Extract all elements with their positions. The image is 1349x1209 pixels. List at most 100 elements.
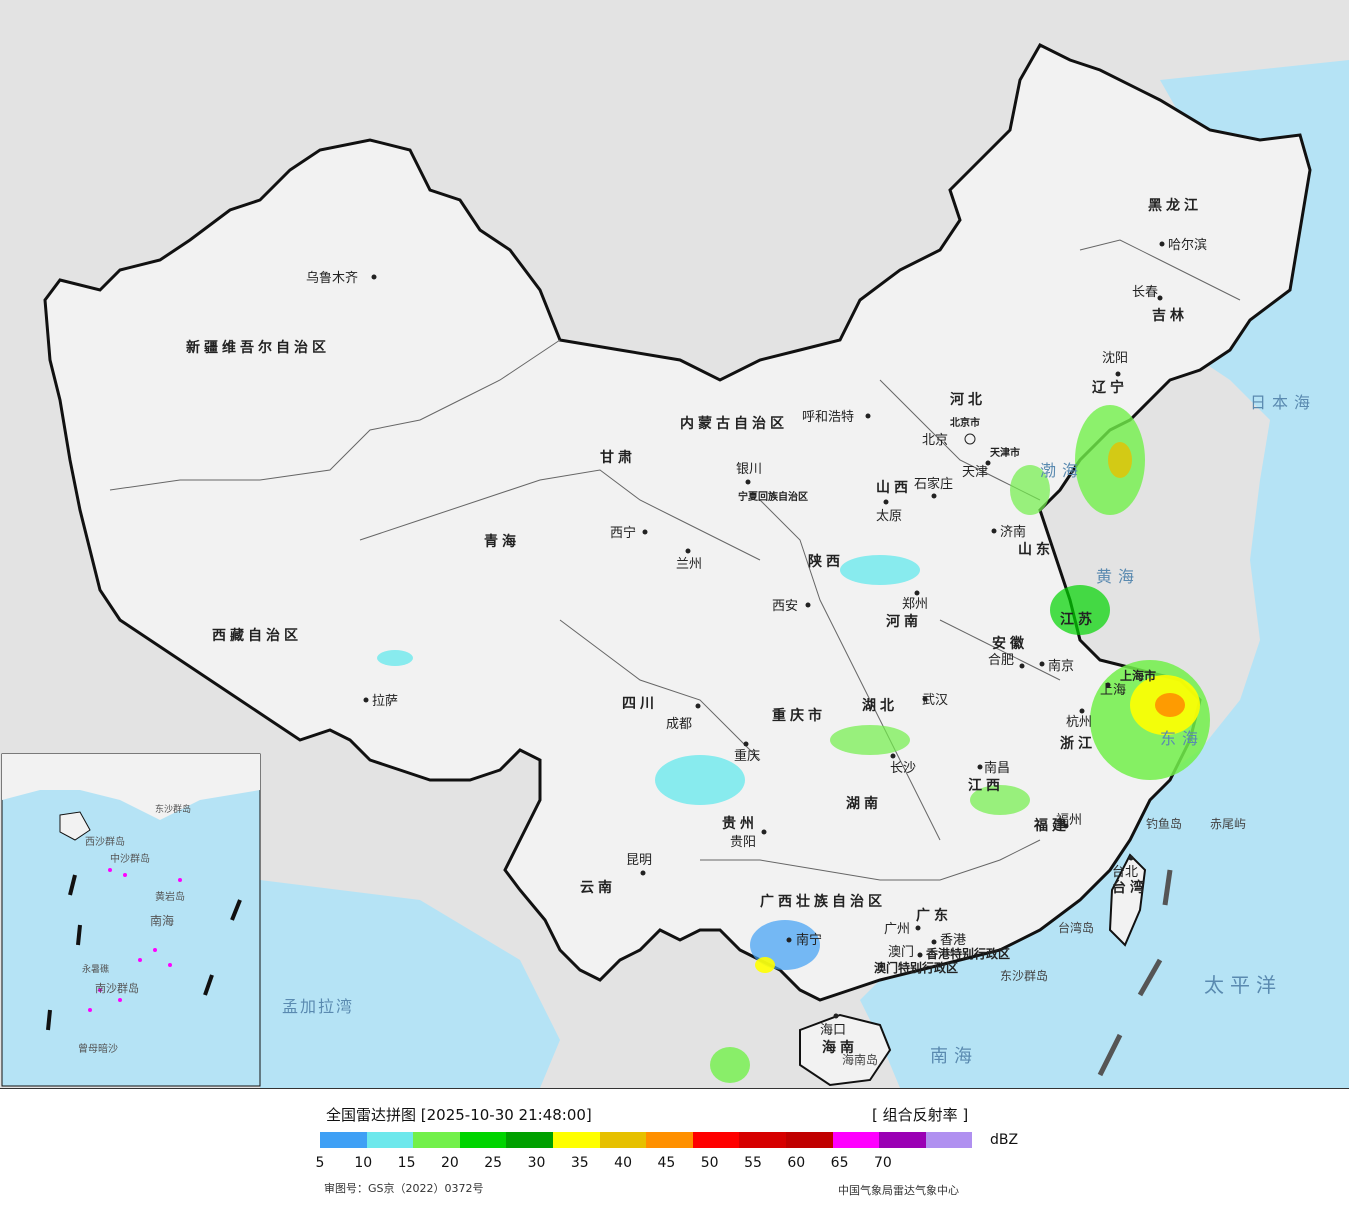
inset-label-xisha: 西沙群岛	[85, 835, 125, 848]
city-hefei: 合肥	[988, 653, 1014, 668]
city-wuhan: 武汉	[922, 693, 948, 708]
color-scale-ticks: 5 10 15 20 25 30 35 40 45 50 55 60 65 70	[316, 1155, 1020, 1173]
south-china-sea-inset: 南海 南沙群岛 曾母暗沙 中沙群岛 西沙群岛 黄岩岛 永暑礁 东沙群岛	[1, 753, 261, 1087]
legend-panel	[0, 1088, 1349, 1209]
legend-product: [ 组合反射率 ]	[872, 1106, 969, 1124]
label-hebei: 河北	[950, 391, 986, 408]
city-taipei: 台北	[1112, 865, 1138, 880]
city-shenyang: 沈阳	[1102, 351, 1128, 366]
color-cell	[599, 1132, 647, 1148]
label-beijing-shi: 北京市	[950, 416, 980, 429]
nine-dash-line	[1097, 869, 1173, 1077]
sea-labels: 日本海 渤海 黄海 东海 太平洋 南海 孟加拉湾	[282, 393, 1316, 1067]
city-yinchuan: 银川	[736, 462, 762, 477]
island-chiwei: 赤尾屿	[1210, 817, 1246, 831]
label-macau-sar: 澳门特别行政区	[874, 960, 958, 975]
city-chongqing: 重庆	[734, 748, 760, 764]
city-kunming: 昆明	[626, 853, 652, 868]
sea-pacific: 太平洋	[1204, 973, 1282, 997]
tick-label: 35	[570, 1155, 589, 1171]
label-neimenggu: 内蒙古自治区	[680, 415, 788, 432]
tick-label: 70	[873, 1155, 892, 1171]
city-guiyang: 贵阳	[730, 835, 756, 850]
label-guizhou: 贵州	[722, 815, 758, 832]
radar-echoes	[377, 405, 1210, 1083]
tick-label: 40	[614, 1155, 633, 1171]
tick-label: 55	[744, 1155, 762, 1171]
sea-bengal: 孟加拉湾	[282, 997, 354, 1016]
sea-huanghai: 黄海	[1096, 567, 1140, 586]
province-borders	[109, 239, 1241, 881]
label-hunan: 湖南	[846, 795, 882, 812]
inset-label-zhongsha: 中沙群岛	[110, 852, 150, 865]
label-shanxi: 山西	[876, 480, 912, 496]
city-jinan: 济南	[1000, 524, 1026, 540]
city-chengdu: 成都	[666, 717, 692, 732]
city-beijing: 北京	[922, 433, 948, 448]
label-heilongjiang: 黑龙江	[1148, 197, 1202, 214]
color-cell	[413, 1132, 460, 1148]
label-guangdong: 广东	[916, 907, 952, 924]
island-dongsha: 东沙群岛	[1000, 968, 1048, 983]
label-jiangxi: 江西	[968, 777, 1004, 794]
city-hangzhou: 杭州	[1066, 715, 1092, 730]
label-hongkong-sar: 香港特别行政区	[925, 946, 1010, 961]
city-haikou: 海口	[820, 1023, 846, 1038]
label-gansu: 甘肃	[600, 449, 636, 466]
label-chongqing: 重庆市	[772, 707, 826, 724]
city-shanghai: 上海	[1100, 683, 1126, 698]
city-lanzhou: 兰州	[676, 557, 702, 572]
tick-label: 20	[440, 1155, 459, 1171]
legend-unit: dBZ	[990, 1132, 1019, 1148]
label-qinghai: 青海	[484, 533, 520, 550]
sea-nanhai: 南海	[930, 1046, 978, 1067]
label-anhui: 安徽	[992, 635, 1028, 652]
label-tianjin-shi: 天津市	[990, 446, 1020, 459]
province-labels: 新疆维吾尔自治区 西藏自治区 青海 甘肃 内蒙古自治区 黑龙江 吉林 辽宁 河北…	[186, 197, 1202, 1056]
label-shandong: 山东	[1018, 541, 1054, 558]
taiwan-island	[1108, 853, 1147, 947]
label-yunnan: 云南	[580, 879, 616, 896]
city-changsha: 长沙	[890, 761, 916, 776]
sea-japan: 日本海	[1250, 393, 1316, 412]
city-fuzhou: 福州	[1056, 813, 1082, 828]
label-taiwan: 台湾	[1112, 879, 1148, 896]
city-macau: 澳门	[888, 944, 914, 960]
island-labels: 钓鱼岛 赤尾屿 台湾岛 东沙群岛 海南岛	[842, 816, 1246, 1067]
label-sichuan: 四川	[622, 696, 658, 712]
inset-label-yongshu: 永暑礁	[82, 963, 109, 975]
color-cell	[879, 1132, 926, 1148]
inset-label-nanhai: 南海	[150, 913, 174, 928]
city-changchun: 长春	[1132, 285, 1158, 300]
label-shaanxi: 陕西	[808, 553, 844, 570]
label-henan: 河南	[886, 613, 922, 630]
label-xizang: 西藏自治区	[212, 627, 302, 644]
label-jiangsu: 江苏	[1060, 611, 1096, 628]
color-scale-bar	[320, 1132, 973, 1148]
color-cell	[692, 1132, 740, 1148]
inset-label-dongsha: 东沙群岛	[155, 803, 191, 815]
hainan-island	[799, 1013, 892, 1087]
tick-label: 15	[397, 1155, 416, 1171]
city-tianjin: 天津	[962, 465, 988, 480]
tick-label: 25	[484, 1155, 503, 1171]
city-hongkong: 香港	[940, 933, 966, 948]
city-hohhot: 呼和浩特	[802, 410, 854, 425]
bay-of-bengal	[260, 880, 560, 1088]
tick-label: 60	[787, 1155, 806, 1171]
tick-label: 30	[527, 1155, 546, 1171]
inset-label-zengmu: 曾母暗沙	[78, 1042, 118, 1055]
color-cell	[506, 1132, 553, 1148]
china-territory	[43, 43, 1312, 1002]
island-diaoyu: 钓鱼岛	[1146, 816, 1182, 831]
city-harbin: 哈尔滨	[1168, 237, 1207, 253]
issuer-label: 中国气象局雷达气象中心	[838, 1184, 959, 1197]
city-urumqi: 乌鲁木齐	[306, 270, 358, 286]
label-ningxia: 宁夏回族自治区	[738, 490, 808, 503]
color-cell	[785, 1132, 833, 1148]
label-xinjiang: 新疆维吾尔自治区	[186, 339, 330, 356]
city-nanjing: 南京	[1048, 658, 1074, 674]
tick-label: 5	[315, 1155, 325, 1171]
color-cell	[832, 1132, 880, 1148]
label-guangxi: 广西壮族自治区	[760, 893, 886, 910]
